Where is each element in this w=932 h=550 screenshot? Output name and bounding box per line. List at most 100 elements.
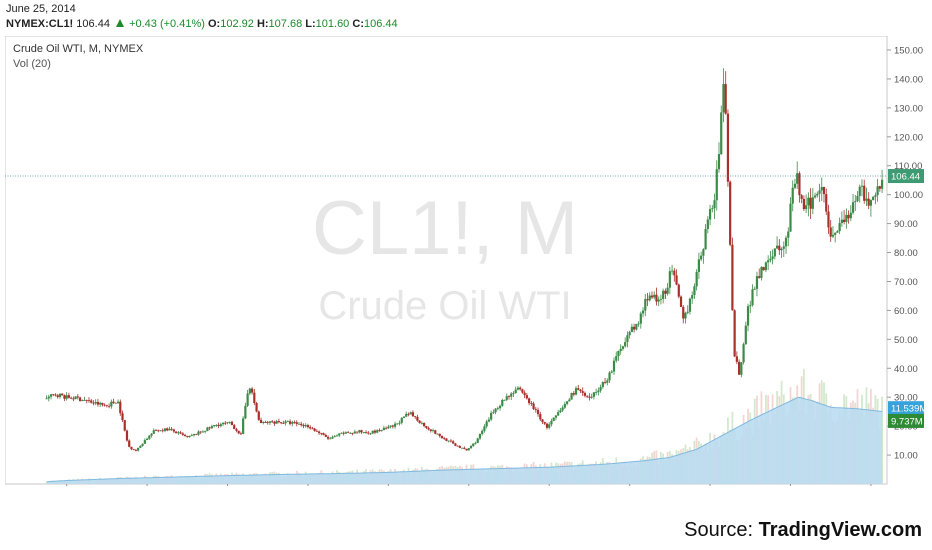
candle-body xyxy=(668,271,671,288)
candle-body xyxy=(349,432,352,434)
quote-bar: NYMEX:CL1! 106.44 +0.43 (+0.41%) O:102.9… xyxy=(6,18,398,30)
candle-body xyxy=(358,430,361,433)
candle-body xyxy=(63,395,66,399)
candle-body xyxy=(599,387,602,391)
candle-body xyxy=(574,388,578,395)
candle-body xyxy=(478,434,482,439)
candle-body xyxy=(326,436,330,439)
candle-body xyxy=(610,371,613,373)
candle-body xyxy=(793,183,797,188)
candle-body xyxy=(869,200,873,206)
candle-body xyxy=(246,393,249,406)
candle-body xyxy=(458,446,461,448)
candle-body xyxy=(145,438,149,441)
candle-body xyxy=(561,407,564,411)
candle-body xyxy=(516,387,520,390)
candle-body xyxy=(820,187,823,191)
candle-body xyxy=(843,219,846,223)
candle-body xyxy=(195,433,198,435)
candle-body xyxy=(731,244,734,311)
symbol-label[interactable]: NYMEX:CL1! xyxy=(6,18,74,30)
candle-body xyxy=(744,325,747,345)
candle-body xyxy=(715,169,718,201)
candle-body xyxy=(802,198,805,210)
candle-body xyxy=(170,428,173,430)
candle-body xyxy=(300,423,303,426)
candle-body xyxy=(409,412,412,415)
candle-body xyxy=(492,412,495,413)
candle-body xyxy=(534,409,537,410)
candle-body xyxy=(577,388,580,390)
volume-indicator-label[interactable]: Vol (20) xyxy=(13,58,51,70)
price-change: +0.43 (+0.41%) xyxy=(129,18,205,30)
candle-body xyxy=(226,422,229,424)
candle-body xyxy=(85,400,88,401)
candle-body xyxy=(215,424,218,426)
candle-body xyxy=(501,399,504,406)
candle-body xyxy=(496,408,499,409)
candle-body xyxy=(192,433,196,436)
candle-body xyxy=(630,326,633,332)
candle-body xyxy=(70,397,73,399)
candle-body xyxy=(735,356,738,362)
candle-body xyxy=(440,435,444,439)
candle-body xyxy=(791,187,794,204)
candle-body xyxy=(398,422,401,424)
candle-body xyxy=(110,401,113,407)
candle-body xyxy=(583,392,587,396)
candle-body xyxy=(648,295,651,301)
candle-body xyxy=(521,389,524,393)
candle-body xyxy=(615,356,618,361)
candle-body xyxy=(364,432,368,433)
candle-body xyxy=(784,237,788,247)
chart-frame[interactable]: CL1!, M Crude Oil WTI Crude Oil WTI, M, … xyxy=(4,35,930,500)
candle-body xyxy=(123,420,126,431)
candle-body xyxy=(391,425,394,427)
candle-body xyxy=(664,290,667,294)
candle-body xyxy=(543,422,546,424)
source-credit: Source: TradingView.com xyxy=(684,519,922,542)
candle-body xyxy=(775,245,779,249)
candle-body xyxy=(52,394,55,396)
candle-body xyxy=(590,396,593,398)
candle-body xyxy=(90,400,93,403)
candle-body xyxy=(635,323,638,330)
candle-body xyxy=(691,295,694,299)
candle-body xyxy=(445,438,448,441)
candle-body xyxy=(807,197,810,206)
candle-body xyxy=(463,447,466,449)
candle-body xyxy=(311,428,314,430)
candle-body xyxy=(96,401,100,405)
candle-body xyxy=(65,395,68,399)
candle-body xyxy=(769,258,772,261)
candle-body xyxy=(248,388,251,394)
candle-body xyxy=(150,433,153,436)
candle-body xyxy=(860,185,864,187)
candle-body xyxy=(197,431,200,435)
price-chart[interactable]: CL1!, M Crude Oil WTI Crude Oil WTI, M, … xyxy=(4,35,930,500)
high-label: H: xyxy=(256,18,269,30)
volume-ma-tag-bg xyxy=(888,401,924,416)
candle-body xyxy=(206,427,209,432)
candle-body xyxy=(639,313,642,324)
plot-area[interactable] xyxy=(4,35,888,485)
candle-body xyxy=(603,381,607,383)
candle-body xyxy=(474,442,477,444)
candle-body xyxy=(608,372,611,381)
candle-body xyxy=(831,234,835,237)
candle-body xyxy=(179,432,182,434)
candle-body xyxy=(563,403,566,408)
watermark-symbol: CL1!, M xyxy=(312,186,578,271)
candle-body xyxy=(166,428,169,431)
candle-body xyxy=(425,425,428,428)
candle-body xyxy=(340,432,343,434)
source-prefix: Source: xyxy=(684,519,759,541)
candle-body xyxy=(353,431,356,434)
y-tick-label: 130.00 xyxy=(894,103,923,114)
candle-body xyxy=(125,430,129,441)
candle-body xyxy=(726,113,730,182)
candle-body xyxy=(720,112,723,155)
candle-body xyxy=(132,449,135,450)
candle-body xyxy=(780,248,783,251)
chart-date: June 25, 2014 xyxy=(6,3,76,15)
